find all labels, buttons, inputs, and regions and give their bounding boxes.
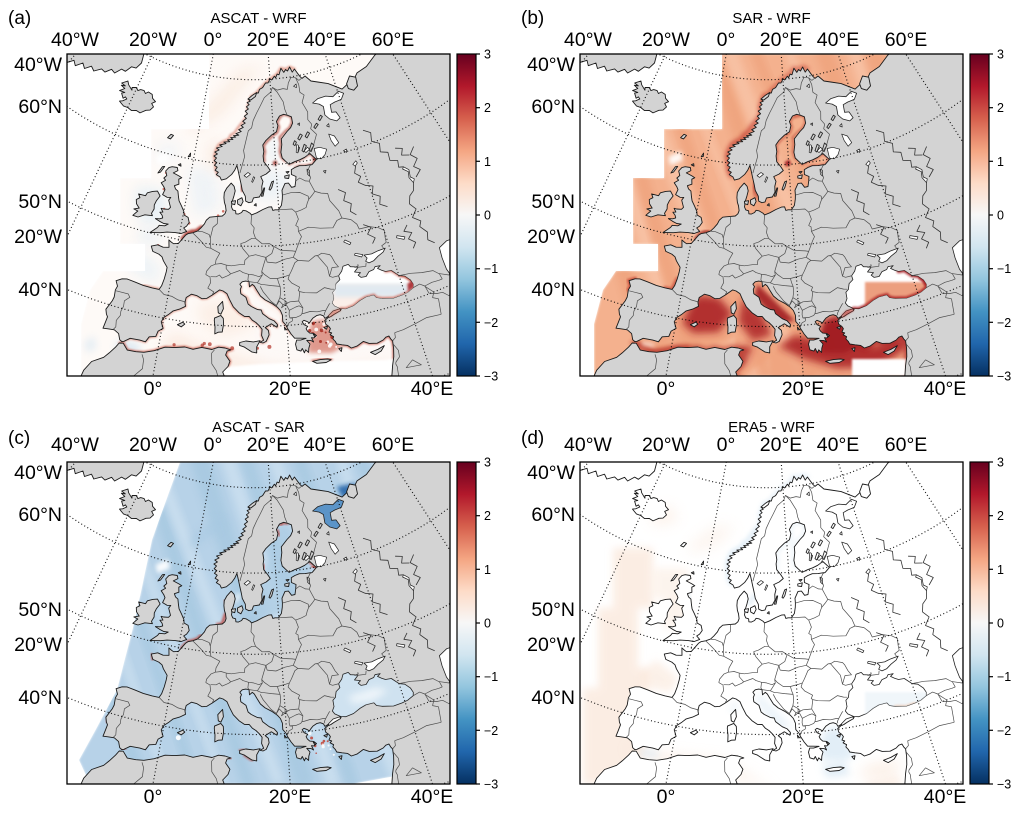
svg-text:60°E: 60°E (885, 29, 928, 51)
svg-text:60°N: 60°N (18, 96, 62, 118)
svg-text:0°: 0° (144, 378, 163, 400)
svg-text:(c): (c) (8, 428, 30, 449)
svg-text:60°E: 60°E (372, 434, 415, 456)
svg-text:0: 0 (997, 617, 1004, 631)
svg-text:ERA5 - WRF: ERA5 - WRF (728, 419, 815, 436)
svg-text:0°: 0° (717, 29, 736, 51)
svg-text:−3: −3 (484, 778, 498, 792)
svg-text:40°E: 40°E (924, 786, 967, 808)
svg-text:40°W: 40°W (564, 434, 612, 456)
svg-text:−3: −3 (997, 370, 1011, 384)
svg-text:−2: −2 (997, 316, 1011, 330)
svg-text:2: 2 (997, 509, 1004, 523)
svg-text:20°E: 20°E (269, 378, 312, 400)
svg-text:20°E: 20°E (760, 434, 803, 456)
svg-text:0°: 0° (657, 786, 676, 808)
svg-text:20°E: 20°E (247, 29, 290, 51)
svg-text:50°N: 50°N (18, 599, 62, 621)
svg-text:0°: 0° (204, 434, 223, 456)
svg-text:40°N: 40°N (18, 279, 62, 301)
svg-text:0°: 0° (144, 786, 163, 808)
svg-text:−2: −2 (484, 316, 498, 330)
svg-text:40°W: 40°W (51, 434, 99, 456)
svg-text:20°W: 20°W (527, 226, 575, 248)
svg-text:40°N: 40°N (18, 687, 62, 709)
svg-text:1: 1 (997, 563, 1004, 577)
svg-text:3: 3 (484, 48, 491, 62)
svg-text:60°E: 60°E (885, 434, 928, 456)
svg-text:40°W: 40°W (51, 29, 99, 51)
svg-text:40°W: 40°W (564, 29, 612, 51)
svg-text:50°N: 50°N (531, 191, 575, 213)
svg-text:60°N: 60°N (531, 504, 575, 526)
svg-text:40°N: 40°N (531, 687, 575, 709)
svg-text:0: 0 (484, 617, 491, 631)
svg-text:20°W: 20°W (527, 634, 575, 656)
svg-text:−1: −1 (484, 670, 498, 684)
svg-text:−3: −3 (997, 778, 1011, 792)
svg-text:0: 0 (997, 209, 1004, 223)
svg-text:50°N: 50°N (531, 599, 575, 621)
svg-text:40°E: 40°E (304, 434, 347, 456)
svg-text:−3: −3 (484, 370, 498, 384)
svg-text:20°W: 20°W (14, 634, 62, 656)
svg-text:3: 3 (997, 456, 1004, 470)
svg-text:20°E: 20°E (782, 378, 825, 400)
svg-text:2: 2 (484, 509, 491, 523)
svg-text:1: 1 (484, 155, 491, 169)
svg-text:ASCAT - SAR: ASCAT - SAR (212, 419, 305, 436)
svg-text:(b): (b) (521, 8, 544, 29)
svg-text:3: 3 (484, 456, 491, 470)
svg-text:20°W: 20°W (14, 226, 62, 248)
svg-text:40°W: 40°W (14, 462, 62, 484)
svg-text:20°W: 20°W (642, 29, 690, 51)
svg-text:40°W: 40°W (527, 54, 575, 76)
svg-text:40°E: 40°E (817, 434, 860, 456)
svg-text:60°N: 60°N (531, 96, 575, 118)
svg-text:40°W: 40°W (527, 462, 575, 484)
svg-text:−2: −2 (997, 724, 1011, 738)
svg-text:(a): (a) (8, 8, 31, 29)
svg-text:−1: −1 (484, 262, 498, 276)
svg-text:−1: −1 (997, 670, 1011, 684)
svg-text:0°: 0° (657, 378, 676, 400)
svg-text:ASCAT - WRF: ASCAT - WRF (210, 10, 306, 27)
svg-text:(d): (d) (521, 428, 544, 449)
svg-text:60°N: 60°N (18, 504, 62, 526)
svg-text:40°E: 40°E (304, 29, 347, 51)
svg-text:0: 0 (484, 209, 491, 223)
svg-text:40°E: 40°E (817, 29, 860, 51)
svg-text:−1: −1 (997, 262, 1011, 276)
svg-text:−2: −2 (484, 724, 498, 738)
svg-text:20°E: 20°E (269, 786, 312, 808)
svg-text:0°: 0° (717, 434, 736, 456)
svg-text:20°E: 20°E (782, 786, 825, 808)
svg-text:3: 3 (997, 48, 1004, 62)
svg-text:50°N: 50°N (18, 191, 62, 213)
svg-text:1: 1 (484, 563, 491, 577)
svg-text:40°N: 40°N (531, 279, 575, 301)
svg-text:20°W: 20°W (129, 434, 177, 456)
svg-text:20°E: 20°E (247, 434, 290, 456)
svg-text:40°E: 40°E (411, 786, 454, 808)
svg-text:1: 1 (997, 155, 1004, 169)
svg-text:20°E: 20°E (760, 29, 803, 51)
svg-text:2: 2 (484, 101, 491, 115)
svg-text:40°E: 40°E (924, 378, 967, 400)
svg-text:40°E: 40°E (411, 378, 454, 400)
svg-text:60°E: 60°E (372, 29, 415, 51)
svg-text:20°W: 20°W (129, 29, 177, 51)
svg-text:2: 2 (997, 101, 1004, 115)
svg-text:SAR - WRF: SAR - WRF (732, 10, 810, 27)
svg-text:0°: 0° (204, 29, 223, 51)
svg-text:40°W: 40°W (14, 54, 62, 76)
svg-text:20°W: 20°W (642, 434, 690, 456)
